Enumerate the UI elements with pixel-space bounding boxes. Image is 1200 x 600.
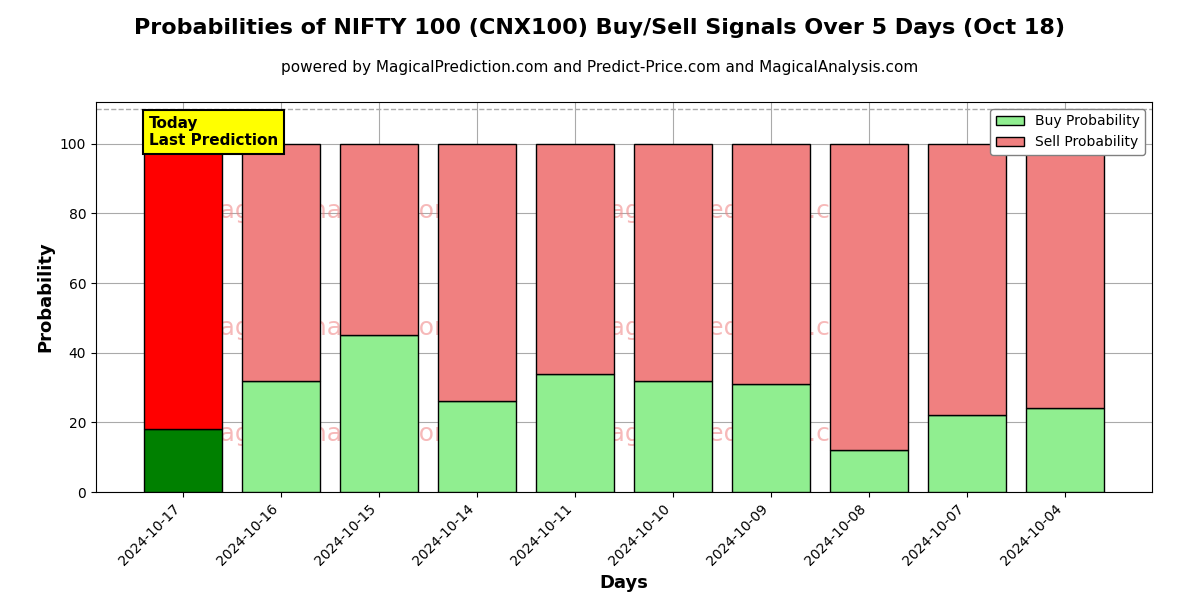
- Legend: Buy Probability, Sell Probability: Buy Probability, Sell Probability: [990, 109, 1145, 155]
- Text: Probabilities of NIFTY 100 (CNX100) Buy/Sell Signals Over 5 Days (Oct 18): Probabilities of NIFTY 100 (CNX100) Buy/…: [134, 18, 1066, 38]
- Bar: [536, 374, 614, 492]
- Text: MagicalAnalysis.com: MagicalAnalysis.com: [198, 316, 458, 340]
- Bar: [144, 430, 222, 492]
- Text: MagicalPrediction.com: MagicalPrediction.com: [589, 421, 870, 445]
- Bar: [732, 144, 810, 384]
- Text: powered by MagicalPrediction.com and Predict-Price.com and MagicalAnalysis.com: powered by MagicalPrediction.com and Pre…: [281, 60, 919, 75]
- Bar: [438, 144, 516, 401]
- Bar: [829, 450, 908, 492]
- Bar: [634, 144, 712, 380]
- Bar: [732, 384, 810, 492]
- Bar: [1026, 409, 1104, 492]
- Bar: [340, 144, 419, 335]
- Text: Today
Last Prediction: Today Last Prediction: [149, 116, 278, 148]
- Text: MagicalAnalysis.com: MagicalAnalysis.com: [198, 421, 458, 445]
- X-axis label: Days: Days: [600, 574, 648, 592]
- Bar: [829, 144, 908, 450]
- Bar: [144, 144, 222, 430]
- Bar: [340, 335, 419, 492]
- Bar: [242, 380, 320, 492]
- Bar: [634, 380, 712, 492]
- Y-axis label: Probability: Probability: [36, 242, 54, 352]
- Bar: [1026, 144, 1104, 409]
- Text: MagicalAnalysis.com: MagicalAnalysis.com: [198, 199, 458, 223]
- Bar: [536, 144, 614, 374]
- Bar: [242, 144, 320, 380]
- Text: MagicalPrediction.com: MagicalPrediction.com: [589, 316, 870, 340]
- Bar: [928, 144, 1006, 415]
- Bar: [928, 415, 1006, 492]
- Text: MagicalPrediction.com: MagicalPrediction.com: [589, 199, 870, 223]
- Bar: [438, 401, 516, 492]
